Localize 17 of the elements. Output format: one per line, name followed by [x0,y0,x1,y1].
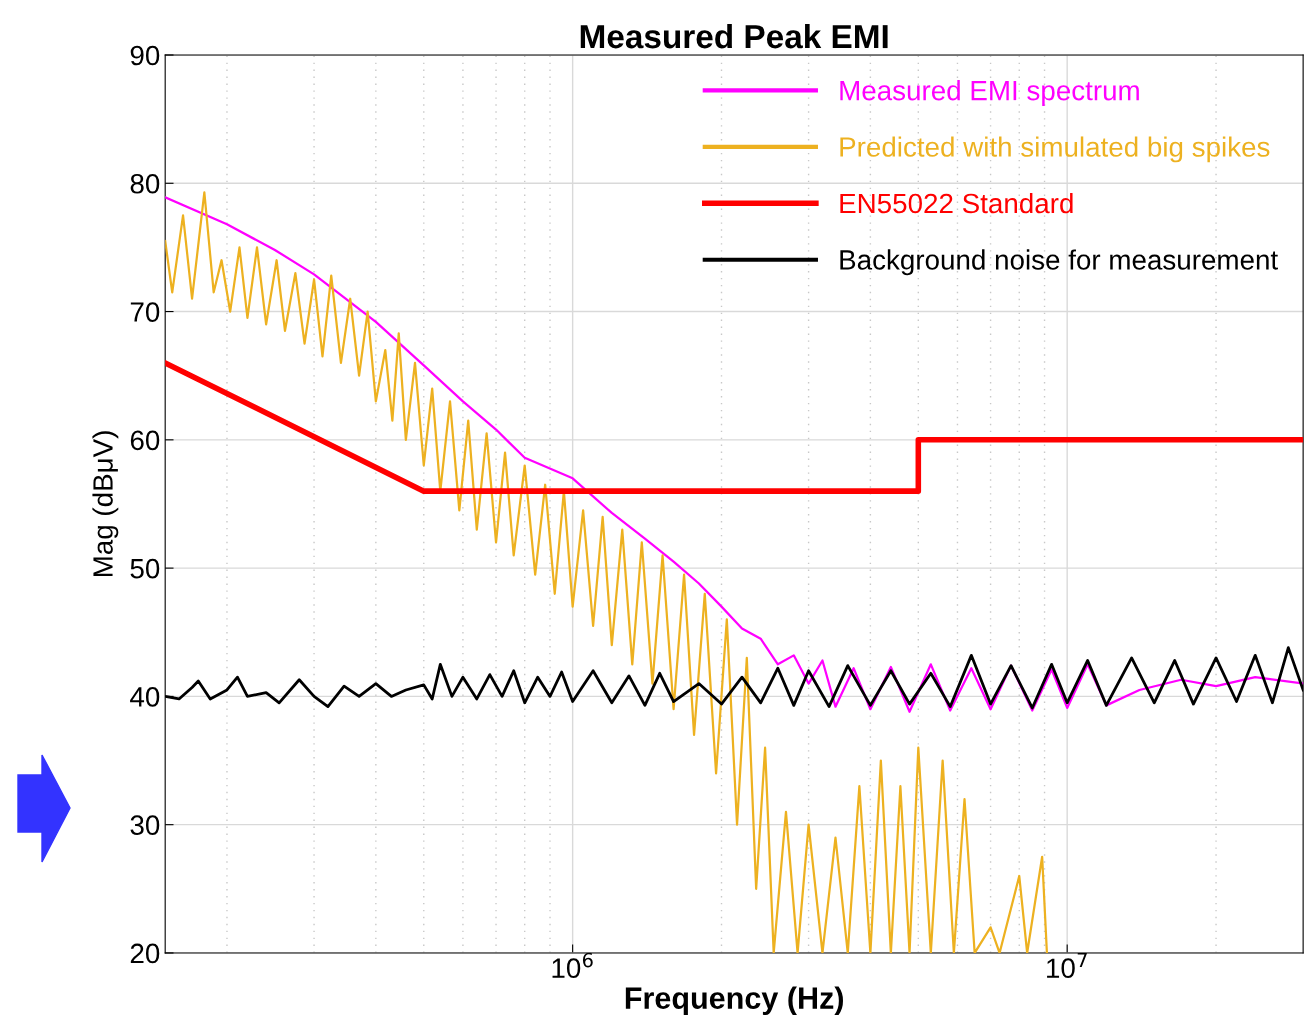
legend-label: Predicted with simulated big spikes [840,136,1270,163]
y-tick-label: 40 [130,687,160,707]
y-axis-title: Mag (dBμV) [92,431,119,577]
y-tick-label: 80 [130,173,160,194]
y-tick-label: 20 [130,943,160,964]
x-tick-label: 10$^{7}$ [1047,952,1087,979]
chart-title: Measured Peak EMI [580,23,888,49]
y-tick-label: 60 [130,430,160,451]
y-tick-label: 90 [130,45,160,66]
legend-label: Background noise for measurement [840,249,1278,276]
y-tick-label: 50 [130,558,160,579]
legend-label: EN55022 Standard [840,192,1073,214]
y-tick-label: 70 [130,302,160,322]
y-tick-label: 30 [130,815,160,836]
x-axis-title: Frequency (Hz) [625,986,843,1015]
legend-label: Measured EMI spectrum [840,80,1139,106]
x-tick-label: 10$^{6}$ [552,952,593,979]
